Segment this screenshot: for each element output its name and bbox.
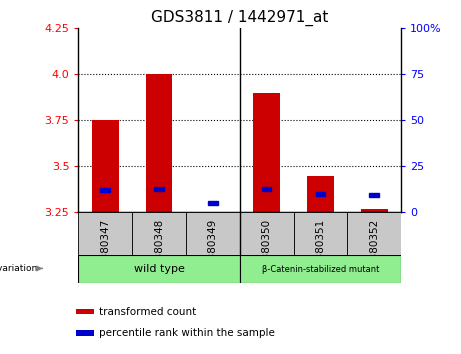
- Bar: [240, 255, 401, 283]
- Bar: [100, 188, 110, 192]
- Bar: [146, 74, 172, 212]
- Text: GSM380347: GSM380347: [100, 219, 110, 282]
- Text: GSM380351: GSM380351: [315, 219, 325, 282]
- Bar: [347, 212, 401, 255]
- Bar: [307, 176, 334, 212]
- Bar: [154, 187, 164, 192]
- Text: GSM380352: GSM380352: [369, 219, 379, 282]
- Text: percentile rank within the sample: percentile rank within the sample: [99, 328, 275, 338]
- Bar: [92, 120, 118, 212]
- Text: transformed count: transformed count: [99, 307, 196, 316]
- Bar: [186, 212, 240, 255]
- Bar: [78, 212, 132, 255]
- Text: GSM380350: GSM380350: [261, 219, 272, 282]
- Bar: [240, 212, 294, 255]
- Text: GSM380348: GSM380348: [154, 219, 164, 282]
- Bar: [78, 255, 240, 283]
- Bar: [315, 192, 325, 196]
- Text: GSM380349: GSM380349: [208, 219, 218, 282]
- Bar: [294, 212, 347, 255]
- Text: wild type: wild type: [134, 264, 184, 274]
- Bar: [208, 201, 218, 205]
- Bar: [199, 212, 226, 218]
- Bar: [253, 93, 280, 212]
- Bar: [76, 330, 94, 336]
- Bar: [132, 212, 186, 255]
- Bar: [76, 309, 94, 314]
- Bar: [361, 209, 388, 212]
- Bar: [369, 193, 379, 197]
- Title: GDS3811 / 1442971_at: GDS3811 / 1442971_at: [151, 9, 328, 25]
- Bar: [262, 187, 272, 192]
- Text: β-Catenin-stabilized mutant: β-Catenin-stabilized mutant: [262, 264, 379, 274]
- Text: genotype/variation: genotype/variation: [0, 264, 38, 273]
